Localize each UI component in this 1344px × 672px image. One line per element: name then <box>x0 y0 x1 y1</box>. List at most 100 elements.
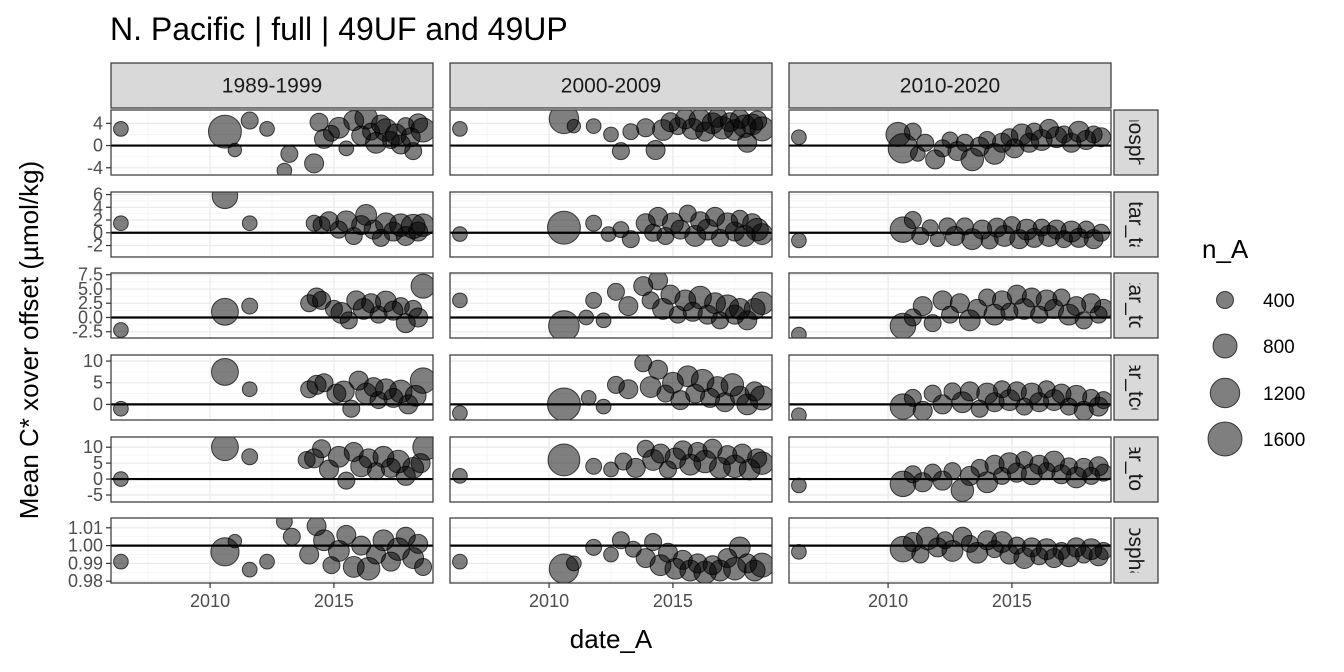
data-point <box>749 116 772 142</box>
y-axes: -404-20246-2.50.02.55.07.50510-505100.98… <box>68 113 111 591</box>
data-point <box>749 552 772 578</box>
data-point <box>648 273 669 291</box>
y-tick-label: 6 <box>93 185 103 205</box>
y-tick-label: 0 <box>93 136 103 156</box>
data-point <box>791 477 807 494</box>
data-point <box>566 118 582 134</box>
data-point <box>580 390 597 406</box>
data-point <box>410 117 433 143</box>
column-strip-box <box>449 62 773 109</box>
legend-label: 400 <box>1263 291 1295 312</box>
data-point <box>1094 463 1111 482</box>
data-point <box>452 468 468 484</box>
y-tick-label: 2 <box>93 210 103 230</box>
row-strip-label: _star_tco2 <box>1124 255 1147 354</box>
legend-label: 1200 <box>1263 384 1305 405</box>
row-strip: _phosphate <box>1113 87 1159 198</box>
data-point <box>312 439 332 459</box>
y-tick-label: 4 <box>93 113 103 133</box>
data-point <box>452 226 468 242</box>
panel <box>110 109 434 176</box>
panel <box>788 109 1112 176</box>
panel-border <box>110 354 434 421</box>
y-tick-label: 2.5 <box>78 293 103 313</box>
panel-border <box>788 272 1112 339</box>
y-tick-label: 5.0 <box>78 279 103 299</box>
x-tick-label: 2010 <box>190 591 230 611</box>
data-point <box>411 213 433 237</box>
panel-border <box>449 272 773 339</box>
panel-border <box>110 436 434 503</box>
points-group <box>452 273 772 338</box>
panel-border <box>110 517 434 584</box>
panel <box>449 272 773 339</box>
data-point <box>921 219 939 237</box>
panel <box>110 191 434 258</box>
points-group <box>113 273 433 338</box>
panel <box>449 436 773 503</box>
data-point <box>603 126 619 143</box>
data-point <box>916 133 935 152</box>
panel-border <box>449 191 773 258</box>
panel-border <box>449 354 773 421</box>
data-point <box>791 232 807 249</box>
data-point <box>749 385 772 411</box>
y-tick-label: 5 <box>93 373 103 393</box>
data-point <box>404 142 423 161</box>
row-strip-box <box>1113 517 1159 584</box>
data-point <box>923 314 942 333</box>
size-legend: n_A 400 800 1200 1600 <box>1202 234 1305 457</box>
panel-border <box>449 436 773 503</box>
data-point <box>791 129 807 146</box>
data-point <box>452 553 468 570</box>
data-point <box>636 118 656 138</box>
panel <box>788 354 1112 421</box>
data-point <box>791 407 807 420</box>
data-point <box>751 223 772 245</box>
panel-border <box>788 191 1112 258</box>
data-point <box>207 114 242 149</box>
data-point <box>336 524 357 545</box>
data-point <box>611 142 630 161</box>
data-point <box>585 214 603 232</box>
data-point <box>414 557 433 576</box>
data-point <box>750 451 772 475</box>
data-point <box>409 367 433 394</box>
data-point <box>1093 298 1111 319</box>
data-point <box>595 312 612 329</box>
x-tick-label: 2010 <box>868 591 908 611</box>
row-strip-label: _star_tco2_ <box>1124 332 1147 443</box>
data-point <box>241 561 258 578</box>
legend-label: 800 <box>1263 337 1295 358</box>
panel <box>788 517 1112 584</box>
data-point <box>113 322 129 338</box>
data-point <box>645 139 666 161</box>
y-tick-label: 1.01 <box>68 518 103 538</box>
row-strip-label: _phosphate <box>1124 87 1147 198</box>
data-point <box>241 381 258 398</box>
row-strip-label: _phosphate_ <box>1124 489 1147 612</box>
y-tick-label: 1.00 <box>68 536 103 556</box>
column-strip: 1989-1999 <box>110 62 434 109</box>
data-point <box>241 448 259 466</box>
y-tick-label: 0 <box>93 223 103 243</box>
facet-strips: 1989-1999 2000-2009 2010-2020_phosphate_st… <box>110 62 1159 612</box>
x-axes: 2010 2015 2010 2015 2010 2015 <box>190 583 1032 611</box>
data-point <box>585 538 603 556</box>
row-strip: _phosphate_ <box>1113 489 1159 612</box>
data-point <box>299 544 320 565</box>
legend-label: 1600 <box>1263 430 1305 451</box>
panel-border <box>788 436 1112 503</box>
y-tick-label: 7.5 <box>78 265 103 285</box>
points-group <box>452 438 772 484</box>
data-point <box>412 437 433 461</box>
data-point <box>548 310 580 338</box>
row-strip-box <box>1113 191 1159 258</box>
data-point <box>276 162 293 175</box>
x-tick-label: 2015 <box>992 591 1032 611</box>
y-tick-label: -5 <box>87 485 103 505</box>
data-point <box>1094 391 1111 410</box>
y-tick-label: 0.98 <box>68 571 103 591</box>
legend-key <box>1207 421 1243 457</box>
data-point <box>339 311 358 330</box>
